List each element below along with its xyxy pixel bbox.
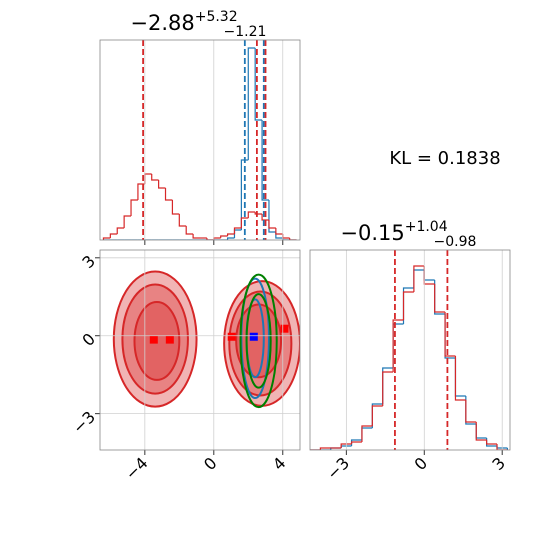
histogram-step <box>123 215 132 228</box>
panel-title: −2.88+5.32 <box>130 9 237 35</box>
panel-frame <box>99 39 301 241</box>
histogram-step <box>226 233 235 236</box>
title-upper: +1.04 <box>405 219 448 235</box>
histogram-step <box>350 441 362 444</box>
panel-frame <box>309 249 511 451</box>
histogram-step <box>185 226 194 235</box>
title-value: −2.88 <box>130 11 194 35</box>
histogram-step <box>361 425 373 442</box>
histogram-step <box>261 214 269 221</box>
histogram-step <box>102 237 111 240</box>
histogram-step <box>240 159 249 230</box>
histogram-step <box>465 400 477 423</box>
histogram-step <box>151 174 159 181</box>
title-lower: −1.21 <box>224 24 267 40</box>
histogram-step <box>171 200 180 215</box>
histogram-step <box>268 220 276 229</box>
histogram-step <box>371 405 383 426</box>
histogram-step <box>402 291 414 320</box>
marker <box>165 335 174 344</box>
histogram-step <box>240 217 249 228</box>
histogram-step <box>340 443 352 448</box>
panel-title: −0.15+1.04 <box>340 219 447 245</box>
histogram-step <box>454 356 466 401</box>
marker <box>249 332 258 341</box>
title-lower: −0.98 <box>434 234 477 250</box>
contour-level <box>239 273 278 409</box>
histogram-step <box>486 440 498 445</box>
contour-level <box>245 293 272 389</box>
title-value: −0.15 <box>340 221 404 245</box>
histogram-step <box>444 312 456 357</box>
histogram-step <box>233 227 242 234</box>
marker <box>149 335 158 344</box>
histogram-step <box>289 238 297 240</box>
title-lower-text: −1.21 <box>224 24 267 40</box>
histogram-step <box>254 212 263 215</box>
histogram-step <box>413 265 425 292</box>
histogram-step <box>192 234 200 239</box>
plot-area <box>112 270 300 409</box>
annotation: KL = 0.1838 <box>389 148 500 169</box>
histogram-step <box>319 447 331 450</box>
histogram-step <box>434 284 446 313</box>
title-lower-text: −0.98 <box>434 234 477 250</box>
histogram-step <box>109 233 118 238</box>
title-upper: +5.32 <box>195 9 238 25</box>
histogram-step <box>247 47 256 160</box>
histogram-step <box>392 319 404 372</box>
panel-frame <box>99 249 301 451</box>
histogram-step <box>164 188 173 201</box>
marker <box>227 332 236 341</box>
histogram-step <box>220 235 228 238</box>
histogram-step <box>247 211 256 218</box>
histogram-step <box>261 120 269 201</box>
histogram-step <box>158 180 166 189</box>
histogram-step <box>496 444 508 450</box>
histogram-step <box>475 422 487 441</box>
histogram-step <box>178 214 187 227</box>
histogram-step <box>382 371 394 406</box>
marker <box>280 324 289 333</box>
histogram-step <box>254 48 263 121</box>
histogram-step <box>116 227 125 234</box>
histogram-step <box>275 228 283 235</box>
histogram-step <box>130 199 138 216</box>
histogram-step <box>226 237 235 240</box>
histogram-step <box>268 200 276 233</box>
histogram-step <box>206 238 214 240</box>
